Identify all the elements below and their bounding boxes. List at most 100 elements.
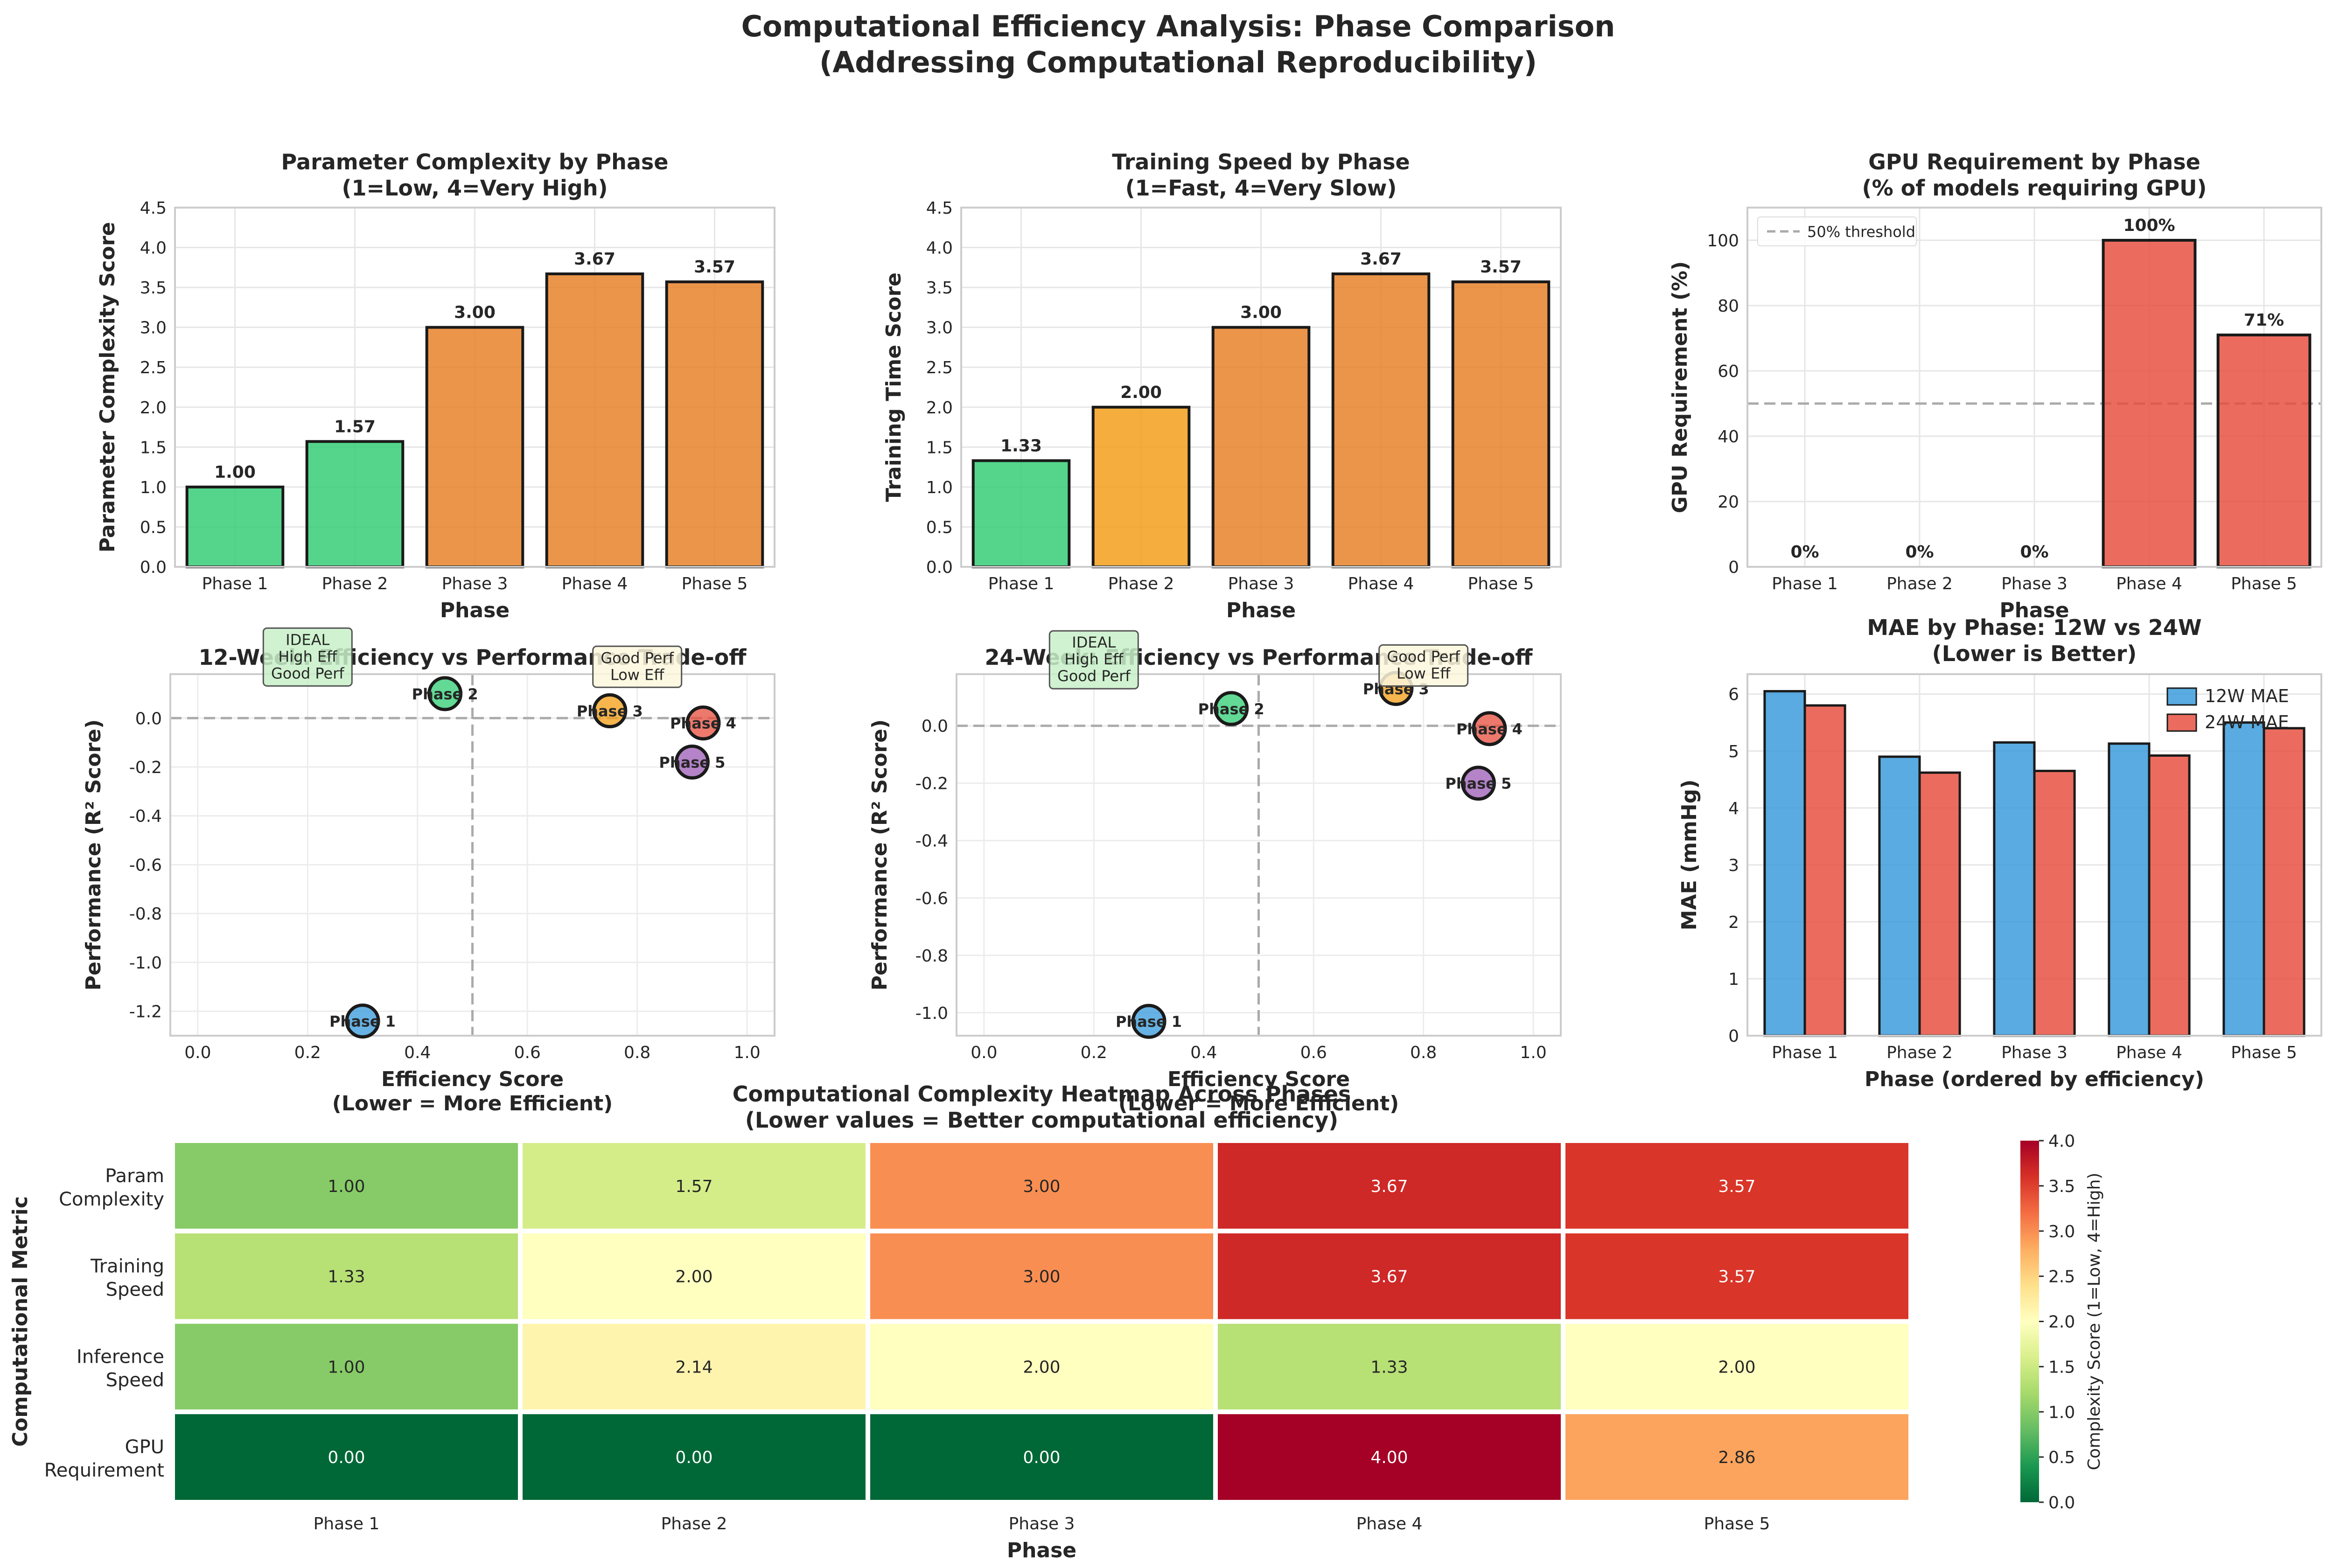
chart-title: Parameter Complexity by Phase bbox=[281, 149, 669, 174]
plot-frame bbox=[1746, 673, 2322, 1037]
y-tick-label: 0.5 bbox=[140, 518, 167, 537]
heatmap-row-label: Complexity bbox=[59, 1189, 164, 1210]
heatmap-cell-value: 3.67 bbox=[1370, 1177, 1408, 1196]
y-tick-label: 3.5 bbox=[926, 279, 953, 298]
x-tick-label: Phase 2 bbox=[1108, 574, 1174, 593]
bar-12w-mae bbox=[1993, 741, 2036, 1037]
plot-frame bbox=[169, 673, 775, 1037]
y-tick-label: 0.0 bbox=[926, 558, 953, 577]
colorbar-tick-label: 2.5 bbox=[2048, 1268, 2075, 1287]
scatter-point bbox=[1214, 691, 1249, 726]
x-axis-label: Phase (ordered by efficiency) bbox=[1865, 1067, 2204, 1091]
y-tick-label: 3.0 bbox=[140, 319, 167, 338]
y-tick-label: 0 bbox=[1728, 1027, 1739, 1046]
y-tick-label: -0.4 bbox=[129, 807, 162, 826]
y-axis-label: MAE (mmHg) bbox=[1677, 780, 1701, 930]
point-label: Phase 4 bbox=[670, 715, 736, 732]
x-tick-label: Phase 1 bbox=[202, 574, 268, 593]
bar bbox=[971, 459, 1071, 569]
plot-frame bbox=[960, 207, 1562, 568]
bar bbox=[2102, 239, 2197, 568]
y-axis-label: Training Time Score bbox=[882, 272, 906, 502]
bar bbox=[665, 280, 764, 568]
bar-value-label: 3.57 bbox=[694, 258, 735, 277]
x-tick-label: Phase 3 bbox=[2001, 1043, 2068, 1062]
y-tick-label: 2 bbox=[1728, 913, 1739, 932]
x-tick-label: Phase 4 bbox=[1348, 574, 1414, 593]
heatmap-cell bbox=[518, 1138, 870, 1233]
colorbar-tick-label: 1.5 bbox=[2048, 1358, 2075, 1377]
heatmap-cell bbox=[1561, 1138, 1913, 1233]
x-axis-label: Phase bbox=[1999, 599, 2069, 622]
plot-frame bbox=[174, 207, 775, 568]
y-tick-label: 4 bbox=[1728, 799, 1739, 818]
bar-24w-mae bbox=[2033, 769, 2076, 1037]
heatmap-cell-value: 1.33 bbox=[1370, 1358, 1408, 1377]
point-label: Phase 5 bbox=[1445, 775, 1511, 793]
bar-value-label: 3.57 bbox=[1480, 258, 1522, 277]
y-axis-label: Parameter Complexity Score bbox=[96, 222, 119, 553]
heatmap-cell-value: 0.00 bbox=[328, 1448, 365, 1467]
y-tick-label: 0.0 bbox=[135, 709, 162, 728]
y-tick-label: -1.0 bbox=[915, 1004, 948, 1023]
x-axis-label: Efficiency Score bbox=[1167, 1067, 1350, 1091]
heatmap-cell-value: 3.00 bbox=[1023, 1268, 1060, 1287]
x-axis-sublabel: (Lower = More Efficient) bbox=[332, 1092, 613, 1115]
bar-value-label: 1.33 bbox=[1000, 436, 1042, 455]
annotation-box bbox=[1048, 630, 1139, 690]
y-tick-label: -0.8 bbox=[915, 947, 948, 966]
legend-swatch bbox=[2166, 713, 2197, 732]
x-tick-label: 1.0 bbox=[734, 1043, 761, 1062]
chart-title: MAE by Phase: 12W vs 24W bbox=[1867, 615, 2201, 640]
heatmap-column-label: Phase 4 bbox=[1356, 1514, 1423, 1533]
y-tick-label: 0.0 bbox=[140, 558, 167, 577]
point-label: Phase 2 bbox=[412, 685, 478, 703]
heatmap-column-label: Phase 1 bbox=[314, 1514, 380, 1533]
x-tick-label: Phase 4 bbox=[2116, 1043, 2182, 1062]
x-tick-label: Phase 1 bbox=[988, 574, 1055, 593]
scatter-point bbox=[1460, 766, 1496, 801]
y-tick-label: 6 bbox=[1728, 685, 1739, 704]
heatmap-cell-value: 0.00 bbox=[1023, 1448, 1060, 1467]
bar bbox=[545, 272, 644, 568]
x-tick-label: Phase 2 bbox=[1886, 574, 1953, 593]
bar bbox=[185, 485, 285, 569]
annotation-text: IDEAL bbox=[1072, 634, 1116, 651]
chart-subtitle: (% of models requiring GPU) bbox=[1862, 175, 2207, 201]
heatmap-cell-value: 1.00 bbox=[328, 1358, 365, 1377]
point-label: Phase 3 bbox=[577, 703, 643, 720]
point-label: Phase 1 bbox=[1116, 1013, 1182, 1031]
scatter-point bbox=[427, 676, 463, 711]
x-tick-label: Phase 1 bbox=[1772, 1043, 1838, 1062]
y-tick-label: 5 bbox=[1728, 742, 1739, 761]
x-tick-label: Phase 4 bbox=[2116, 574, 2182, 593]
x-tick-label: 0.8 bbox=[624, 1043, 650, 1062]
heatmap-cell bbox=[170, 1409, 523, 1505]
x-tick-label: Phase 5 bbox=[682, 574, 748, 593]
legend-label: 12W MAE bbox=[2205, 686, 2289, 706]
chart-mae: 0 1 2 3 4 5 6 Phase 1 Phase 2 Phase 3 Phase 4 Phase… bbox=[1677, 615, 2322, 1091]
chart-title: GPU Requirement by Phase bbox=[1868, 149, 2200, 174]
heatmap-cell bbox=[1561, 1409, 1913, 1505]
x-tick-label: Phase 5 bbox=[2231, 1043, 2297, 1062]
bar-24w-mae bbox=[2148, 754, 2191, 1037]
bar-24w-mae bbox=[2263, 727, 2305, 1037]
heatmap-cell-value: 2.00 bbox=[675, 1268, 712, 1287]
heatmap-column-label: Phase 3 bbox=[1009, 1514, 1075, 1533]
y-tick-label: 0.0 bbox=[922, 717, 948, 736]
bar bbox=[1211, 326, 1311, 568]
y-axis-label: GPU Requirement (%) bbox=[1668, 261, 1692, 513]
heatmap-cell bbox=[170, 1319, 523, 1415]
heatmap-cell-value: 1.57 bbox=[675, 1177, 712, 1196]
x-tick-label: Phase 3 bbox=[2001, 574, 2068, 593]
point-label: Phase 5 bbox=[659, 754, 725, 772]
y-tick-label: 2.0 bbox=[926, 398, 953, 418]
bar-12w-mae bbox=[2222, 721, 2265, 1037]
heatmap-cell-value: 1.33 bbox=[328, 1268, 365, 1287]
bar-value-label: 3.67 bbox=[574, 250, 615, 269]
bar bbox=[425, 326, 524, 568]
heatmap-row-label: Speed bbox=[106, 1279, 164, 1301]
